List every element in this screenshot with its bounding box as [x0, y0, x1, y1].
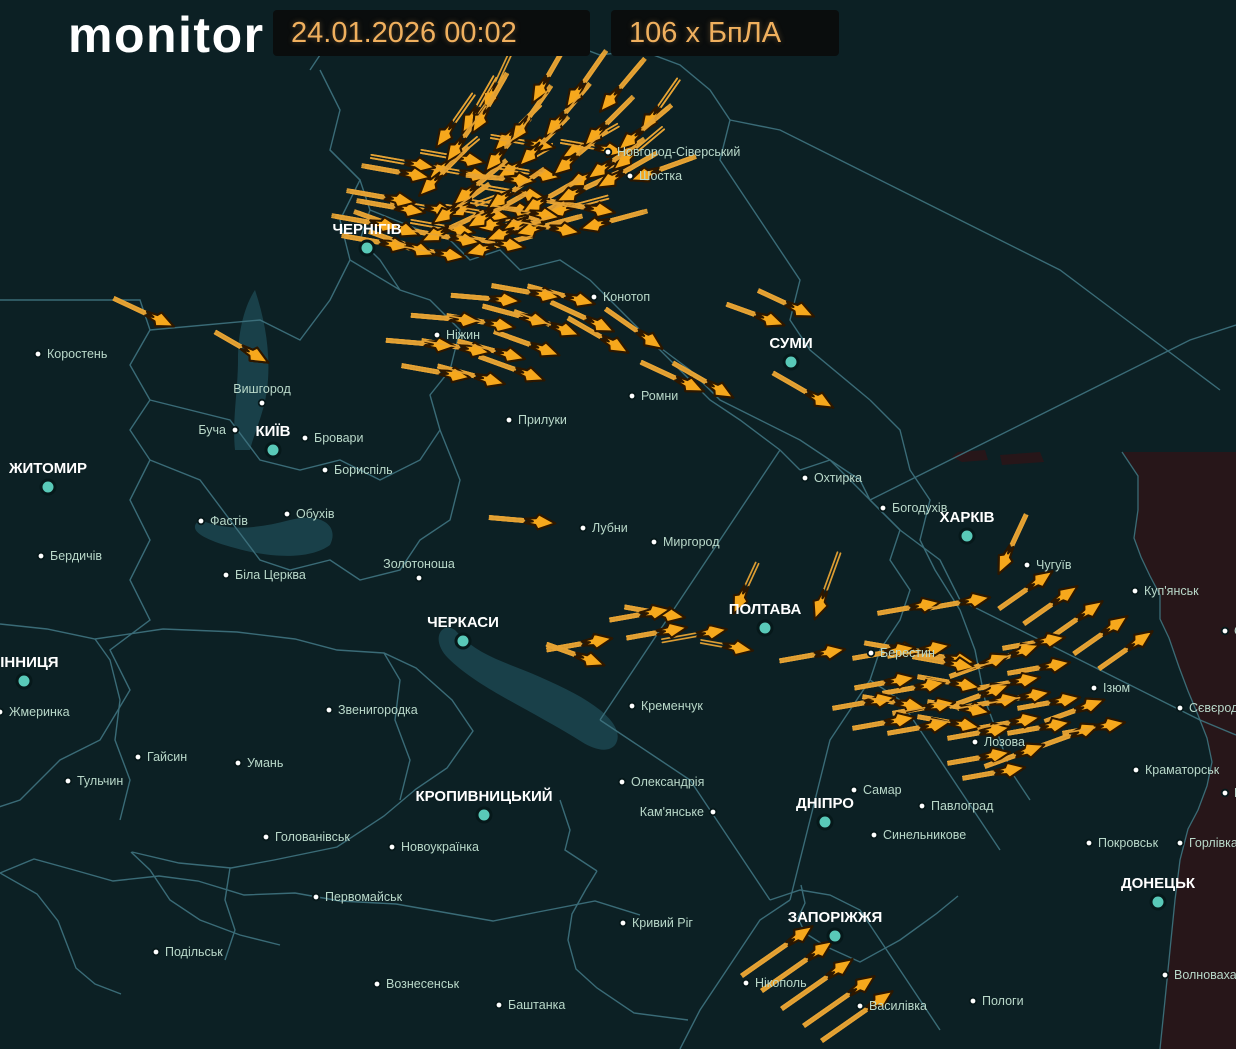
- svg-text:Золотоноша: Золотоноша: [383, 557, 455, 571]
- svg-text:Кривий Ріг: Кривий Ріг: [632, 916, 693, 930]
- svg-text:Біла Церква: Біла Церква: [235, 568, 306, 582]
- svg-text:Сєвєродонецьк: Сєвєродонецьк: [1189, 701, 1236, 715]
- svg-text:ДНІПРО: ДНІПРО: [796, 795, 854, 812]
- svg-text:Берестин: Берестин: [880, 646, 935, 660]
- svg-text:КИЇВ: КИЇВ: [256, 423, 291, 440]
- svg-text:Синельникове: Синельникове: [883, 828, 966, 842]
- svg-text:Чугуїв: Чугуїв: [1036, 558, 1072, 572]
- svg-text:Олександрія: Олександрія: [631, 775, 704, 789]
- svg-text:Краматорськ: Краматорськ: [1145, 763, 1220, 777]
- svg-text:Куп'янськ: Куп'янськ: [1144, 584, 1199, 598]
- svg-text:Конотоп: Конотоп: [603, 290, 650, 304]
- svg-text:Ізюм: Ізюм: [1103, 681, 1130, 695]
- svg-text:Баштанка: Баштанка: [508, 998, 565, 1012]
- svg-text:Фастів: Фастів: [210, 514, 248, 528]
- svg-text:Первомайськ: Первомайськ: [325, 890, 403, 904]
- svg-text:Голованівськ: Голованівськ: [275, 830, 350, 844]
- svg-text:Бориспіль: Бориспіль: [334, 463, 393, 477]
- svg-text:Бровари: Бровари: [314, 431, 364, 445]
- svg-text:Умань: Умань: [247, 756, 283, 770]
- svg-text:Вишгород: Вишгород: [233, 382, 291, 396]
- svg-text:Самар: Самар: [863, 783, 902, 797]
- svg-text:Богодухів: Богодухів: [892, 501, 948, 515]
- svg-text:Пологи: Пологи: [982, 994, 1024, 1008]
- svg-text:Прилуки: Прилуки: [518, 413, 567, 427]
- svg-text:Новгород-Сіверський: Новгород-Сіверський: [617, 145, 740, 159]
- svg-text:Вознесенськ: Вознесенськ: [386, 977, 460, 991]
- svg-text:Ніжин: Ніжин: [446, 328, 480, 342]
- svg-text:Жмеринка: Жмеринка: [9, 705, 70, 719]
- svg-text:Тульчин: Тульчин: [77, 774, 123, 788]
- svg-text:ЧЕРНІГІВ: ЧЕРНІГІВ: [332, 221, 401, 238]
- svg-text:КРОПИВНИЦЬКИЙ: КРОПИВНИЦЬКИЙ: [415, 787, 552, 805]
- svg-text:Звенигородка: Звенигородка: [338, 703, 418, 717]
- svg-text:ВІННИЦЯ: ВІННИЦЯ: [0, 654, 59, 671]
- svg-text:Волноваха: Волноваха: [1174, 968, 1236, 982]
- svg-text:Бердичів: Бердичів: [50, 549, 102, 563]
- svg-text:Лубни: Лубни: [592, 521, 628, 535]
- svg-text:ЧЕРКАСИ: ЧЕРКАСИ: [427, 614, 499, 631]
- svg-text:Кам'янське: Кам'янське: [640, 805, 704, 819]
- svg-text:ХАРКІВ: ХАРКІВ: [940, 509, 995, 526]
- svg-text:Шостка: Шостка: [639, 169, 682, 183]
- svg-text:ЗАПОРІЖЖЯ: ЗАПОРІЖЖЯ: [788, 909, 883, 926]
- svg-text:Ромни: Ромни: [641, 389, 678, 403]
- svg-text:Покровськ: Покровськ: [1098, 836, 1159, 850]
- svg-text:Нікополь: Нікополь: [755, 976, 807, 990]
- svg-text:ПОЛТАВА: ПОЛТАВА: [729, 601, 802, 618]
- svg-text:Миргород: Миргород: [663, 535, 720, 549]
- svg-text:Лозова: Лозова: [984, 735, 1025, 749]
- svg-text:Павлоград: Павлоград: [931, 799, 994, 813]
- svg-text:Гайсин: Гайсин: [147, 750, 187, 764]
- svg-text:Василівка: Василівка: [869, 999, 927, 1013]
- svg-text:Кременчук: Кременчук: [641, 699, 703, 713]
- svg-text:Буча: Буча: [198, 423, 226, 437]
- svg-text:Горлівка: Горлівка: [1189, 836, 1236, 850]
- svg-text:Новоукраїнка: Новоукраїнка: [401, 840, 479, 854]
- svg-text:Обухів: Обухів: [296, 507, 335, 521]
- svg-text:СУМИ: СУМИ: [769, 335, 812, 352]
- svg-text:Подільськ: Подільськ: [165, 945, 223, 959]
- svg-text:Охтирка: Охтирка: [814, 471, 862, 485]
- svg-text:ДОНЕЦЬК: ДОНЕЦЬК: [1121, 875, 1196, 892]
- svg-text:Коростень: Коростень: [47, 347, 107, 361]
- svg-text:ЖИТОМИР: ЖИТОМИР: [8, 460, 87, 477]
